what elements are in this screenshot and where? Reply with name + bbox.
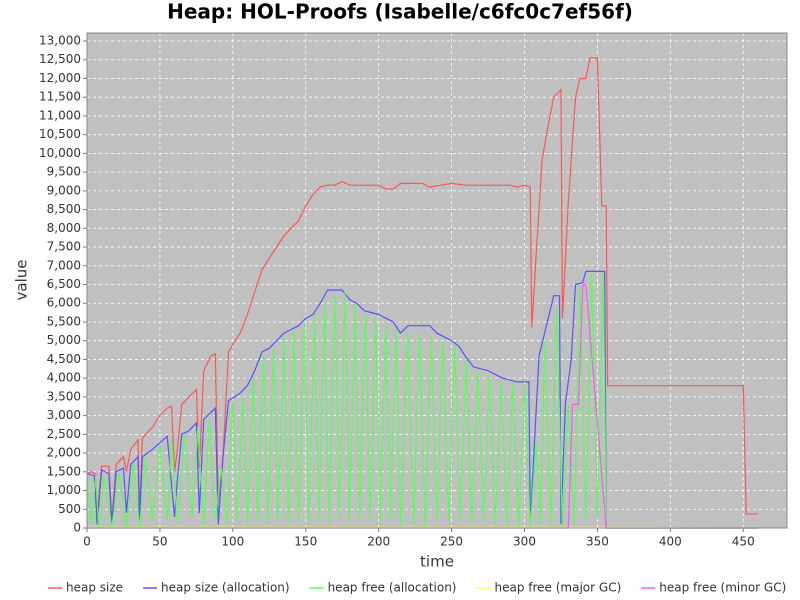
series-line: [86, 57, 758, 521]
y-tick-label: 11,000: [39, 108, 81, 122]
chart-title: Heap: HOL-Proofs (Isabelle/c6fc0c7ef56f): [167, 0, 633, 24]
y-tick-label: 13,000: [39, 34, 81, 48]
plot-area: [87, 33, 787, 528]
y-tick-label: 2,500: [47, 427, 81, 441]
y-tick-label: 1,500: [47, 464, 81, 478]
y-tick-label: 1,000: [47, 483, 81, 497]
y-tick-label: 4,500: [47, 352, 81, 366]
y-tick-label: 5,500: [47, 314, 81, 328]
x-tick-label: 50: [152, 535, 167, 549]
y-tick-label: 0: [73, 521, 81, 535]
legend-label: heap size: [66, 581, 123, 595]
legend-label: heap size (allocation): [161, 581, 290, 595]
legend-label: heap free (allocation): [328, 581, 457, 595]
x-tick-label: 450: [732, 535, 755, 549]
y-tick-label: 3,000: [47, 408, 81, 422]
y-tick-label: 12,000: [39, 71, 81, 85]
legend: heap size heap size (allocation) heap free…: [48, 581, 786, 595]
y-tick-label: 4,000: [47, 371, 81, 385]
y-tick-label: 10,000: [39, 146, 81, 160]
y-tick-label: 7,500: [47, 240, 81, 254]
legend-label: heap free (minor GC): [659, 581, 786, 595]
series-line: [86, 273, 758, 529]
series-line: [87, 283, 758, 529]
y-tick-label: 5,000: [47, 333, 81, 347]
x-tick-label: 0: [83, 535, 91, 549]
y-tick-label: 8,500: [47, 202, 81, 216]
legend-label: heap free (major GC): [495, 581, 622, 595]
x-tick-label: 350: [586, 535, 609, 549]
y-tick-label: 7,000: [47, 258, 81, 272]
y-tick-label: 10,500: [39, 127, 81, 141]
y-tick-label: 9,500: [47, 165, 81, 179]
x-tick-label: 250: [440, 535, 463, 549]
y-axis-label: value: [13, 260, 31, 301]
x-tick-label: 200: [367, 535, 390, 549]
y-tick-label: 6,500: [47, 277, 81, 291]
x-tick-label: 300: [513, 535, 536, 549]
y-tick-label: 2,000: [47, 446, 81, 460]
x-tick-label: 100: [221, 535, 244, 549]
y-tick-label: 11,500: [39, 90, 81, 104]
y-tick-label: 500: [58, 502, 81, 516]
plot-border: [86, 32, 788, 529]
x-tick-label: 150: [294, 535, 317, 549]
y-tick-label: 6,000: [47, 296, 81, 310]
x-axis-label: time: [420, 553, 454, 571]
y-tick-label: 3,500: [47, 389, 81, 403]
x-tick-label: 400: [659, 535, 682, 549]
y-tick-label: 12,500: [39, 52, 81, 66]
series-line: [86, 270, 758, 529]
y-tick-label: 9,000: [47, 183, 81, 197]
y-tick-label: 8,000: [47, 221, 81, 235]
